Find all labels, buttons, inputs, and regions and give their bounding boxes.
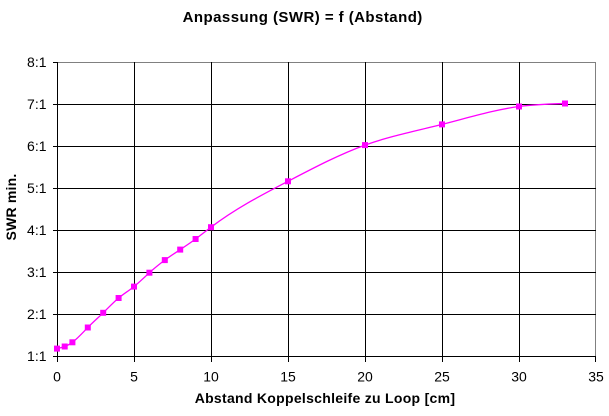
svg-text:1:1: 1:1 — [27, 348, 47, 364]
svg-text:6:1: 6:1 — [27, 138, 47, 154]
svg-text:2:1: 2:1 — [27, 306, 47, 322]
svg-text:5:1: 5:1 — [27, 180, 47, 196]
svg-text:Abstand Koppelschleife zu Loop: Abstand Koppelschleife zu Loop [cm] — [195, 390, 456, 406]
svg-text:SWR min.: SWR min. — [3, 174, 19, 241]
svg-text:5: 5 — [130, 369, 138, 385]
svg-text:30: 30 — [511, 369, 527, 385]
svg-text:8:1: 8:1 — [27, 54, 47, 70]
svg-text:0: 0 — [53, 369, 61, 385]
svg-text:Anpassung (SWR) = f (Abstand): Anpassung (SWR) = f (Abstand) — [183, 9, 423, 26]
svg-text:35: 35 — [588, 369, 604, 385]
svg-text:3:1: 3:1 — [27, 264, 47, 280]
svg-text:25: 25 — [434, 369, 450, 385]
svg-text:10: 10 — [203, 369, 219, 385]
svg-text:15: 15 — [280, 369, 296, 385]
svg-text:7:1: 7:1 — [27, 96, 47, 112]
svg-text:20: 20 — [357, 369, 373, 385]
svg-text:4:1: 4:1 — [27, 222, 47, 238]
